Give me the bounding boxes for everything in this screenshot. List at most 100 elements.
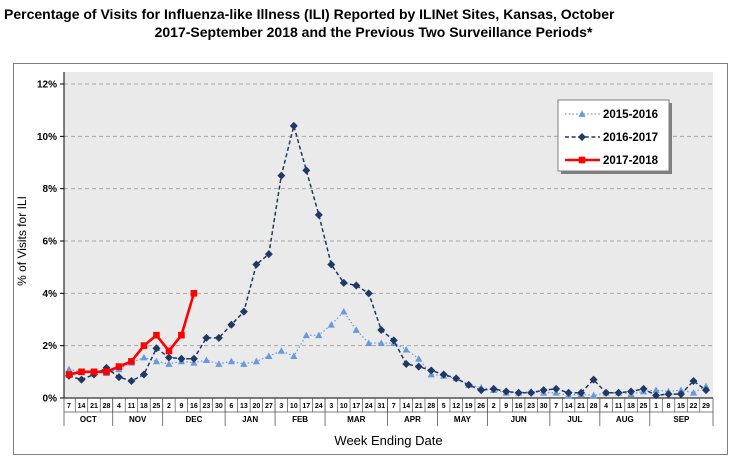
triangle-marker [402,345,410,353]
diamond-marker [639,384,648,393]
week-label: 12 [452,403,460,410]
diamond-marker [289,121,298,130]
week-label: 21 [577,403,585,410]
series-2017-2018 [65,290,198,378]
legend-item-2017-2018: 2017-2018 [565,155,659,167]
week-label: 25 [153,403,161,410]
diamond-marker [227,320,236,329]
y-tick-label: 2% [43,341,58,352]
week-label: 9 [504,403,508,410]
week-label: 16 [515,403,523,410]
x-axis-title: Week Ending Date [334,433,442,448]
diamond-marker [164,353,173,362]
triangle-marker [327,321,335,328]
legend-label: 2015-2016 [603,109,658,121]
week-label: 17 [352,403,360,410]
diamond-marker [114,373,123,382]
square-marker [578,156,586,164]
ili-line-chart: 0%2%4%6%8%10%12%7 14 21 28 4 11 18 25 2 9 16 23 30 6 1… [15,72,714,448]
week-label: 7 [554,403,558,410]
week-label: 19 [465,403,473,410]
week-label: 11 [128,403,136,410]
legend: 2015-2016 2016-2017 2017-2018 [557,99,672,174]
week-label: 28 [590,403,598,410]
triangle-marker [227,357,235,365]
week-label: 18 [627,403,635,410]
diamond-marker [452,374,461,383]
month-label: AUG [616,415,634,424]
triangle-marker [340,308,348,315]
week-label: 4 [117,403,121,410]
week-label: 15 [677,403,685,410]
diamond-marker [552,384,561,393]
triangle-marker [377,339,385,346]
y-axis-ticks: 0% 2% 4% 6% 8% 10% 12% [37,80,64,405]
y-tick-label: 10% [37,132,57,143]
diamond-marker [127,376,136,385]
diamond-marker [577,388,586,397]
triangle-marker [252,357,260,365]
diamond-marker [314,210,323,219]
y-tick-label: 8% [43,184,58,195]
week-label: 30 [215,403,223,410]
triangle-marker [265,352,273,360]
week-label: 28 [103,403,111,410]
diamond-marker [527,388,536,397]
week-label: 3 [279,403,283,410]
diamond-marker [202,333,211,342]
triangle-marker [702,382,710,390]
triangle-marker [202,356,210,363]
week-label: 30 [540,403,548,410]
square-marker [78,368,85,376]
month-label: NOV [129,415,147,424]
square-marker [178,331,185,339]
month-label: JAN [242,415,258,424]
diamond-marker [177,354,186,363]
diamond-marker [614,388,623,397]
week-label: 21 [90,403,98,410]
square-marker [103,368,110,376]
week-label: 14 [402,403,410,410]
legend-label: 2016-2017 [603,132,658,144]
diamond-marker [277,171,286,180]
y-tick-label: 12% [37,80,57,91]
square-marker [115,363,123,370]
month-label: JUN [511,415,527,424]
week-label: 13 [240,403,248,410]
diamond-marker [189,354,198,363]
triangle-marker [165,360,173,367]
week-label: 10 [290,403,298,410]
week-label: 8 [667,403,671,410]
triangle-marker [65,365,73,373]
week-label: 7 [67,403,71,410]
triangle-marker [415,355,423,362]
week-label: 6 [229,403,233,410]
week-label: 1 [654,403,658,410]
diamond-marker [239,307,248,316]
diamond-marker [214,333,223,342]
month-label: OCT [80,415,97,424]
chart-title-line-2: 2017-September 2018 and the Previous Two… [154,24,593,40]
square-marker [90,368,98,376]
square-marker [65,371,73,378]
diamond-marker [652,391,661,400]
diamond-marker [489,384,498,393]
diamond-marker [364,289,373,298]
week-label: 26 [477,403,485,410]
triangle-marker [652,386,660,394]
diamond-marker [589,375,598,384]
chart-title-line-1: Percentage of Visits for Influenza-like … [4,6,615,22]
y-tick-label: 6% [43,237,58,248]
week-label: 20 [252,403,260,410]
week-label: 2 [167,403,171,410]
diamond-marker [702,386,710,395]
week-label: 11 [615,403,623,410]
diamond-marker [439,370,448,379]
week-label: 27 [265,403,273,410]
chart-title: Percentage of Visits for Influenza-like … [0,5,747,41]
month-label: FEB [292,415,308,424]
diamond-marker [627,387,636,396]
square-marker [165,347,173,355]
triangle-marker [152,357,161,365]
month-label: SEP [673,415,690,424]
